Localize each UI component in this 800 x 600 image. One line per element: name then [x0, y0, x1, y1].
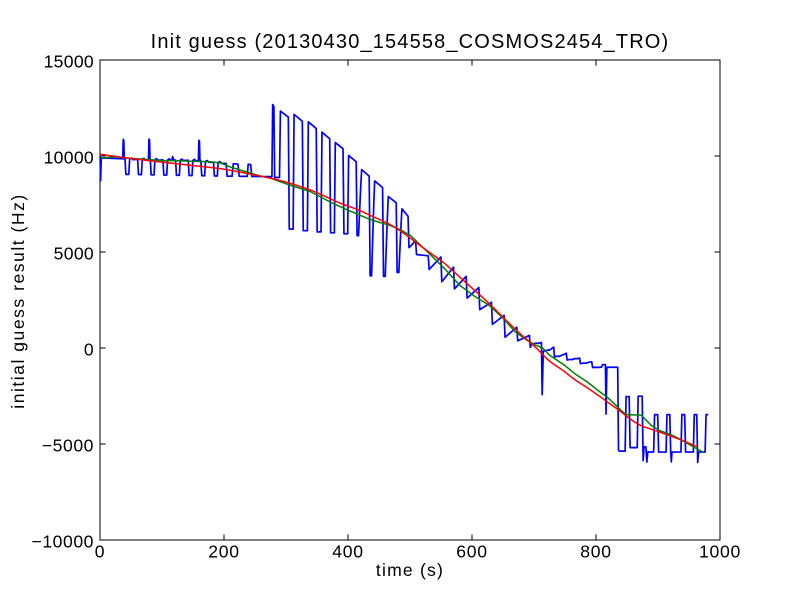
svg-text:0: 0 — [95, 541, 106, 561]
svg-text:time (s): time (s) — [376, 560, 444, 580]
svg-text:10000: 10000 — [44, 147, 94, 167]
svg-text:−5000: −5000 — [42, 435, 94, 455]
svg-text:0: 0 — [84, 339, 94, 359]
svg-text:initial guess result (Hz): initial guess result (Hz) — [8, 193, 28, 408]
svg-text:800: 800 — [580, 541, 611, 561]
svg-text:200: 200 — [208, 541, 239, 561]
svg-text:600: 600 — [456, 541, 487, 561]
svg-text:Init guess (20130430_154558_CO: Init guess (20130430_154558_COSMOS2454_T… — [151, 31, 670, 53]
svg-text:400: 400 — [332, 541, 363, 561]
svg-text:15000: 15000 — [44, 51, 94, 71]
svg-text:5000: 5000 — [54, 243, 94, 263]
svg-text:−10000: −10000 — [32, 531, 95, 551]
svg-text:1000: 1000 — [699, 541, 741, 561]
